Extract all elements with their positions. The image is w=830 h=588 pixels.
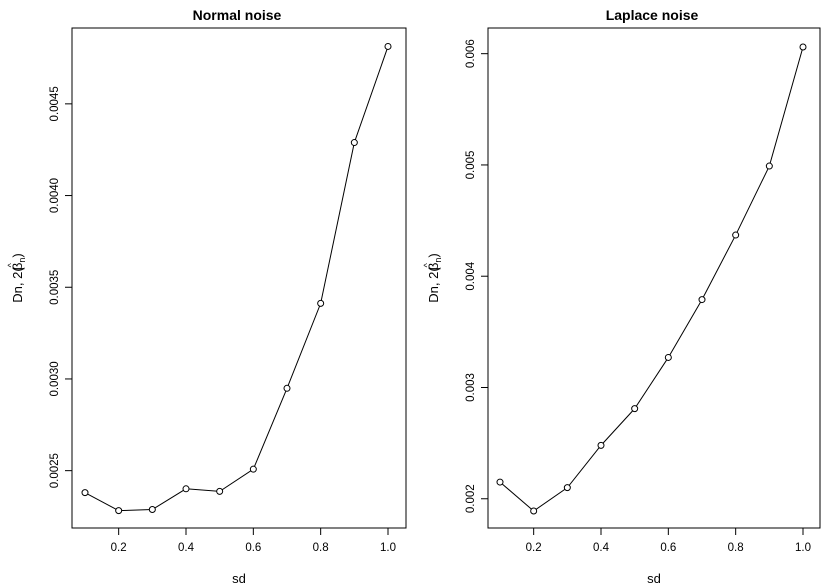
y-tick-label: 0.005	[465, 151, 477, 180]
y-tick-label: 0.002	[465, 484, 477, 513]
plot-frame	[71, 27, 407, 529]
x-tick-label: 0.8	[728, 542, 744, 554]
chart-title: Normal noise	[193, 7, 282, 23]
data-point	[799, 43, 807, 51]
data-point	[496, 478, 504, 486]
y-axis-label: Dn, 2(^βn)	[422, 253, 443, 302]
data-point	[698, 296, 706, 304]
data-point	[597, 441, 605, 449]
x-tick-label: 0.6	[245, 542, 261, 554]
data-point	[384, 42, 392, 50]
x-tick-label: 0.4	[593, 542, 610, 554]
data-point	[563, 484, 571, 492]
x-tick-label: 0.2	[111, 542, 127, 554]
data-point	[81, 489, 89, 497]
series-line	[84, 46, 389, 512]
x-axis-label: sd	[647, 571, 661, 586]
x-tick-label: 1.0	[795, 542, 811, 554]
data-point	[732, 231, 740, 239]
data-point	[283, 384, 291, 392]
chart-title: Laplace noise	[606, 7, 699, 23]
chart-panel-1: Normal noise 0.2 0.4 0.6 0.8 1.0 0.0025 0.0030 0…	[6, 7, 407, 586]
y-tick-label: 0.004	[465, 261, 477, 290]
data-point	[148, 506, 156, 514]
x-tick-label: 0.6	[660, 542, 676, 554]
y-tick-label: 0.0030	[49, 361, 61, 396]
y-tick-label: 0.003	[465, 373, 477, 402]
chart-panel-2: Laplace noise 0.2 0.4 0.6 0.8 1.0 0.002 0.003 0.…	[422, 7, 821, 586]
x-axis-label: sd	[232, 571, 246, 586]
data-point	[216, 487, 224, 495]
plot-frame	[487, 27, 821, 529]
data-point	[631, 405, 639, 413]
x-tick-label: 0.8	[313, 542, 329, 554]
data-point	[664, 353, 672, 361]
x-tick-label: 1.0	[380, 542, 396, 554]
data-point	[182, 485, 190, 493]
data-point	[115, 507, 123, 515]
y-tick-label: 0.006	[465, 39, 477, 68]
data-point	[249, 465, 257, 473]
data-point	[317, 299, 325, 307]
y-tick-label: 0.0040	[49, 178, 61, 213]
data-point	[765, 162, 773, 170]
series-line	[499, 46, 804, 512]
y-tick-label: 0.0045	[49, 86, 61, 121]
y-tick-label: 0.0035	[49, 270, 61, 305]
y-axis-label: Dn, 2(^βn)	[6, 253, 27, 302]
x-tick-label: 0.2	[526, 542, 542, 554]
data-point	[350, 139, 358, 147]
data-point	[530, 507, 538, 515]
y-tick-label: 0.0025	[49, 453, 61, 488]
x-tick-label: 0.4	[178, 542, 195, 554]
